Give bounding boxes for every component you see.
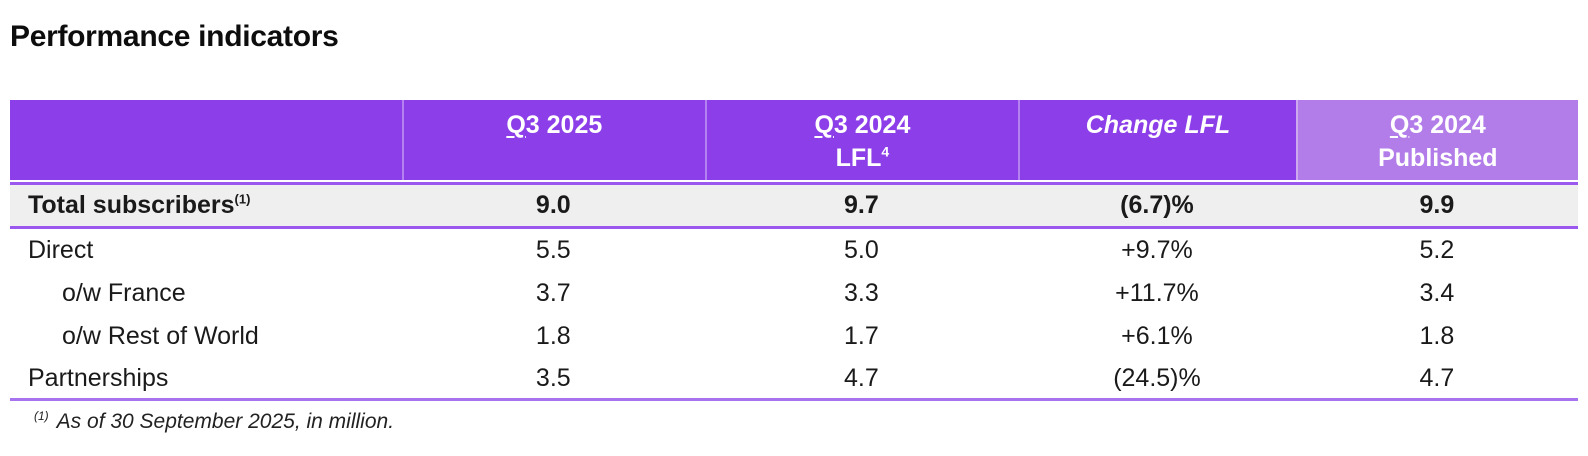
table-row-total-subscribers: Total subscribers(1) 9.0 9.7 (6.7)% 9.9	[10, 182, 1578, 229]
header-label: Q3 2024	[814, 111, 911, 139]
cell-q3-2024-published: 9.9	[1419, 191, 1455, 219]
cell-q3-2025: 9.0	[535, 191, 571, 219]
cell-change-lfl: +11.7%	[1115, 279, 1199, 307]
cell-change-lfl: (24.5)%	[1113, 363, 1201, 392]
footnote-marker: (1)	[34, 409, 49, 423]
cell-q3-2024-published: 5.2	[1419, 236, 1455, 264]
table-row-ow-rest-of-world: o/w Rest of World 1.8 1.7 +6.1% 1.8	[10, 315, 1578, 358]
header-sublabel: Published	[1378, 144, 1498, 172]
cell-q3-2024-lfl: 9.7	[844, 191, 879, 219]
cell-q3-2025: 3.7	[535, 279, 571, 307]
header-sublabel-text: LFL	[835, 144, 882, 172]
cell-q3-2025: 3.5	[535, 363, 571, 392]
table-row-ow-france: o/w France 3.7 3.3 +11.7% 3.4	[10, 272, 1578, 315]
table-header-row: Q3 2025 Q3 2024 LFL4 Change LFL Q3 2024 …	[10, 100, 1578, 180]
footnote-text: As of 30 September 2025, in million.	[56, 410, 395, 433]
cell-change-lfl: +9.7%	[1121, 236, 1193, 264]
header-cell-empty	[10, 100, 402, 180]
header-footnote-ref: 4	[881, 143, 890, 160]
header-sublabel: LFL4	[707, 142, 1019, 175]
table-footnote: (1) As of 30 September 2025, in million.	[10, 410, 1578, 434]
cell-change-lfl: +6.1%	[1121, 322, 1193, 350]
cell-change-lfl: (6.7)%	[1120, 191, 1194, 219]
row-label: Partnerships	[28, 363, 169, 392]
row-label: Direct	[28, 236, 94, 264]
cell-q3-2025: 5.5	[535, 236, 571, 264]
footnote-ref: (1)	[234, 191, 251, 207]
cell-q3-2024-published: 1.8	[1419, 322, 1455, 350]
header-cell-q3-2024-lfl: Q3 2024 LFL4	[704, 100, 1019, 180]
cell-q3-2024-lfl: 5.0	[844, 236, 879, 264]
cell-q3-2024-lfl: 3.3	[844, 279, 879, 307]
header-cell-change-lfl: Change LFL	[1018, 100, 1296, 180]
cell-q3-2024-published: 4.7	[1419, 363, 1455, 392]
table-row-direct: Direct 5.5 5.0 +9.7% 5.2	[10, 229, 1578, 272]
row-label: Total subscribers(1)	[10, 191, 402, 220]
row-label-text: Total subscribers	[28, 191, 235, 219]
header-label: Q3 2024	[1389, 111, 1486, 139]
header-label: Change LFL	[1085, 111, 1231, 139]
header-cell-q3-2025: Q3 2025	[402, 100, 705, 180]
cell-q3-2024-lfl: 1.7	[844, 322, 879, 350]
cell-q3-2025: 1.8	[535, 322, 571, 350]
table-row-partnerships: Partnerships 3.5 4.7 (24.5)% 4.7	[10, 358, 1578, 401]
page-title: Performance indicators	[10, 20, 339, 53]
cell-q3-2024-published: 3.4	[1419, 279, 1455, 307]
row-label: o/w Rest of World	[62, 322, 259, 350]
row-label: o/w France	[62, 279, 186, 307]
performance-indicators-table: Q3 2025 Q3 2024 LFL4 Change LFL Q3 2024 …	[10, 100, 1578, 434]
cell-q3-2024-lfl: 4.7	[844, 363, 879, 392]
header-label: Q3 2025	[506, 111, 603, 139]
header-cell-q3-2024-published: Q3 2024 Published	[1295, 100, 1578, 180]
